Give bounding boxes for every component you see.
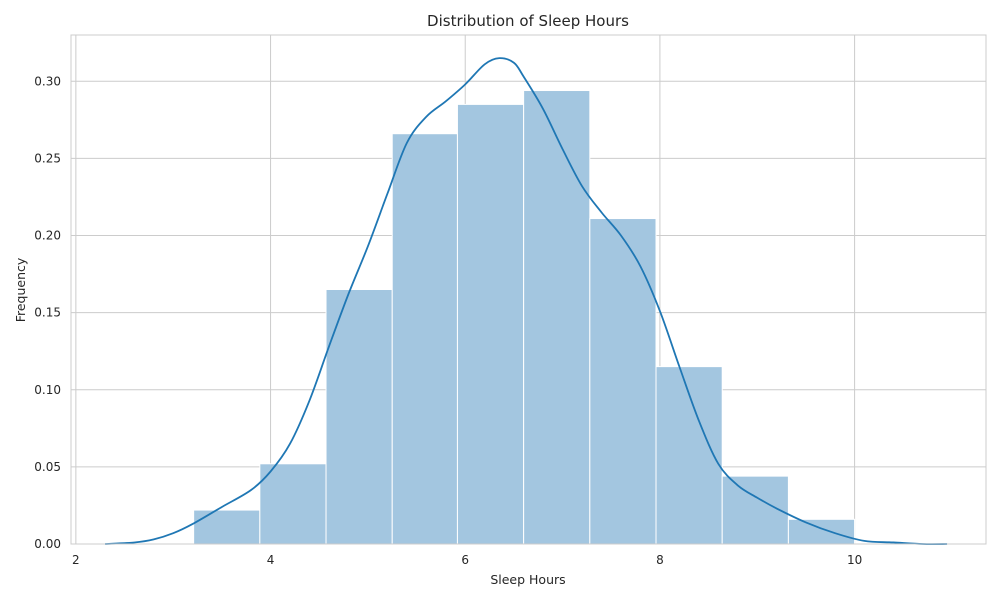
y-tick-label: 0.15 — [34, 306, 61, 320]
y-tick-label: 0.25 — [34, 151, 61, 165]
x-tick-labels: 2 4 6 8 10 — [72, 553, 862, 567]
x-tick-label: 6 — [461, 553, 469, 567]
histogram-bar — [523, 90, 591, 545]
y-tick-labels: 0.00 0.05 0.10 0.15 0.20 0.25 0.30 — [34, 74, 61, 551]
kde-density-curve — [105, 57, 948, 546]
y-tick-label: 0.05 — [34, 460, 61, 474]
histogram-bar — [391, 133, 458, 545]
y-tick-label: 0.30 — [34, 74, 61, 88]
x-tick-label: 2 — [72, 553, 80, 567]
x-tick-label: 10 — [847, 553, 862, 567]
x-tick-label: 8 — [656, 553, 664, 567]
histogram-bar — [589, 218, 657, 545]
histogram-bar — [721, 475, 789, 545]
histogram-bar — [193, 509, 261, 545]
histogram-bar — [325, 289, 393, 545]
histogram-bars — [193, 90, 856, 545]
histogram-bar — [456, 103, 525, 545]
chart-title: Distribution of Sleep Hours — [427, 12, 629, 30]
plot-frame — [70, 34, 987, 545]
x-axis-label: Sleep Hours — [490, 572, 565, 587]
histogram-bar — [787, 518, 856, 545]
y-tick-label: 0.00 — [34, 537, 61, 551]
x-tick-label: 4 — [267, 553, 275, 567]
y-tick-label: 0.20 — [34, 229, 61, 243]
y-axis-label: Frequency — [13, 257, 28, 322]
y-tick-label: 0.10 — [34, 383, 61, 397]
histogram-bar — [259, 463, 327, 545]
